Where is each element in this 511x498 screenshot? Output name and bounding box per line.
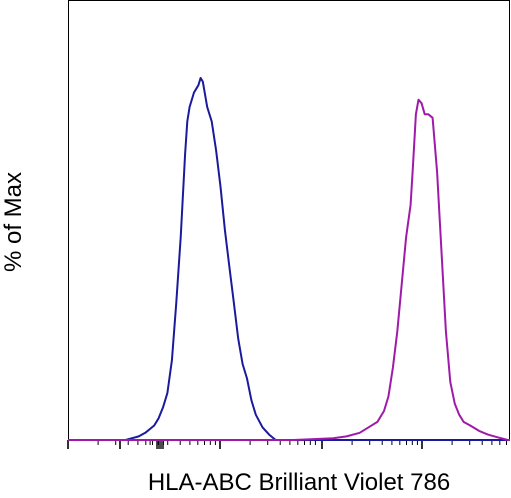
plot-area — [67, 0, 510, 449]
x-axis-ticks — [67, 440, 508, 449]
plot-frame — [68, 0, 510, 440]
y-axis-label: % of Max — [0, 172, 27, 272]
series-line-2 — [68, 98, 510, 441]
x-axis-label: HLA-ABC Brilliant Violet 786 — [148, 469, 450, 496]
series-line-1 — [68, 77, 510, 441]
series-layer — [68, 77, 510, 441]
